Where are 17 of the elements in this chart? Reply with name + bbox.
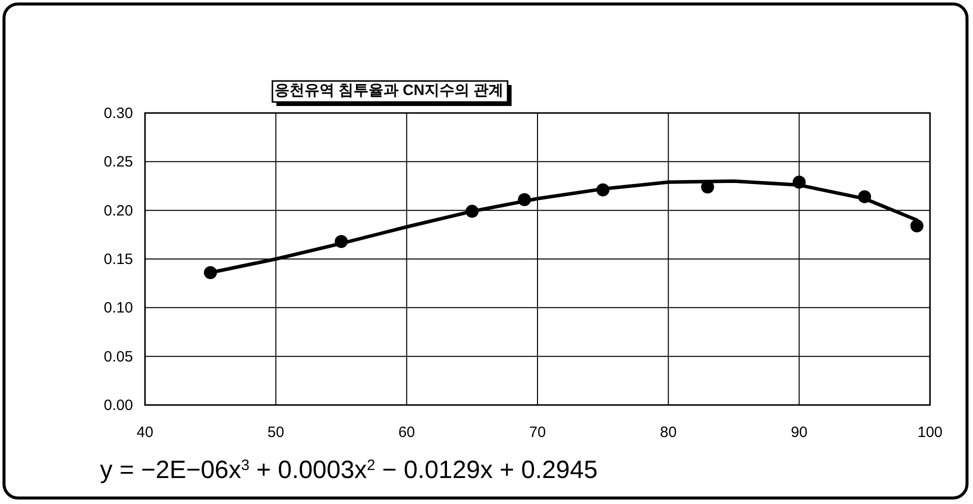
- x-tick-label: 70: [529, 424, 546, 441]
- text: y = −2E−06x$^{3}$ + 0.0003x$^{2}$ − 0.0129x + 0.2945: [100, 456, 598, 484]
- y-tick-label: 0.20: [104, 202, 133, 220]
- y-tick-label: 0.15: [104, 251, 133, 268]
- x-tick-label: 80: [660, 424, 677, 441]
- y-tick-label: 0.00: [104, 397, 133, 414]
- y-tick-label: 0.05: [104, 348, 133, 366]
- x-tick-label: 100: [917, 424, 943, 441]
- x-tick-label: 60: [398, 424, 416, 441]
- x-tick-label: 90: [790, 424, 808, 441]
- y-tick-label: 0.10: [104, 300, 133, 317]
- chart-title: 응천유역 침투율과 CN지수의 관계: [274, 82, 504, 99]
- point: [910, 219, 924, 232]
- x-tick-label: 40: [136, 424, 154, 441]
- y-tick-label: 0.30: [104, 105, 133, 122]
- y-tick-label: 0.25: [104, 154, 133, 171]
- x-tick-label: 50: [267, 424, 284, 441]
